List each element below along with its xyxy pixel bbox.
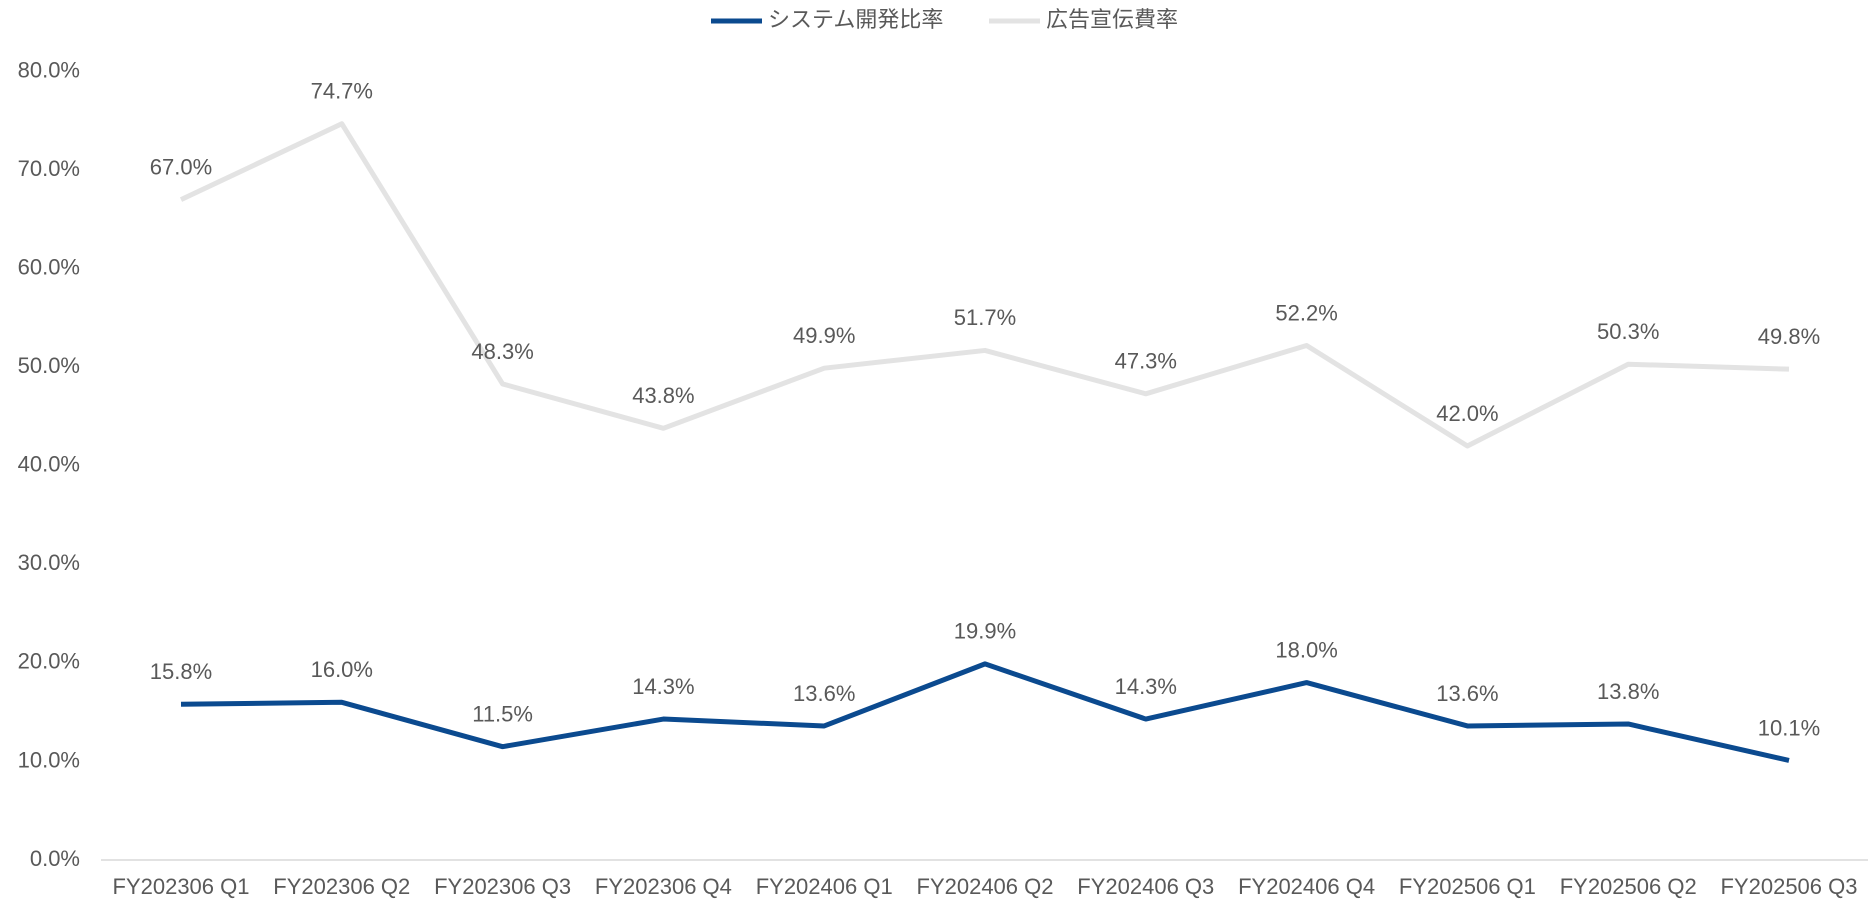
data-label: 11.5%: [472, 701, 533, 726]
data-label: 49.9%: [793, 323, 855, 348]
y-tick-label: 30.0%: [18, 550, 80, 575]
y-tick-label: 80.0%: [18, 57, 80, 82]
legend-label: 広告宣伝費率: [1046, 7, 1178, 32]
data-label: 74.7%: [311, 79, 373, 104]
y-tick-label: 70.0%: [18, 156, 80, 181]
data-label: 13.8%: [1597, 679, 1659, 704]
data-label: 67.0%: [150, 154, 212, 179]
y-tick-label: 0.0%: [30, 846, 80, 871]
x-tick-label: FY202306 Q2: [273, 874, 410, 899]
y-tick-label: 50.0%: [18, 353, 80, 378]
data-label: 13.6%: [793, 681, 855, 706]
data-label: 19.9%: [954, 619, 1016, 644]
data-label: 15.8%: [150, 659, 212, 684]
x-tick-label: FY202306 Q1: [113, 874, 250, 899]
data-label: 47.3%: [1115, 349, 1177, 374]
data-label: 43.8%: [632, 383, 694, 408]
data-label: 48.3%: [471, 339, 533, 364]
data-label: 18.0%: [1275, 637, 1337, 662]
x-tick-label: FY202506 Q3: [1721, 874, 1858, 899]
data-label: 16.0%: [311, 657, 373, 682]
data-label: 51.7%: [954, 305, 1016, 330]
data-label: 42.0%: [1436, 401, 1498, 426]
x-tick-label: FY202406 Q1: [756, 874, 893, 899]
x-tick-label: FY202406 Q2: [917, 874, 1054, 899]
x-tick-label: FY202306 Q4: [595, 874, 732, 899]
data-label: 10.1%: [1758, 715, 1820, 740]
series-line: [179, 121, 1790, 449]
series-line: [180, 661, 1790, 763]
legend-label: システム開発比率: [768, 7, 943, 32]
x-tick-label: FY202506 Q2: [1560, 874, 1697, 899]
y-tick-label: 40.0%: [18, 452, 80, 477]
data-label: 49.8%: [1758, 324, 1820, 349]
x-tick-label: FY202406 Q4: [1238, 874, 1375, 899]
y-tick-label: 10.0%: [18, 747, 80, 772]
data-label: 50.3%: [1597, 319, 1659, 344]
x-tick-label: FY202406 Q3: [1077, 874, 1214, 899]
y-tick-label: 20.0%: [18, 649, 80, 674]
y-tick-label: 60.0%: [18, 254, 80, 279]
data-label: 14.3%: [1115, 674, 1177, 699]
data-label: 52.2%: [1275, 300, 1337, 325]
data-label: 14.3%: [632, 674, 694, 699]
x-tick-label: FY202506 Q1: [1399, 874, 1536, 899]
data-label: 13.6%: [1436, 681, 1498, 706]
x-tick-label: FY202306 Q3: [434, 874, 571, 899]
